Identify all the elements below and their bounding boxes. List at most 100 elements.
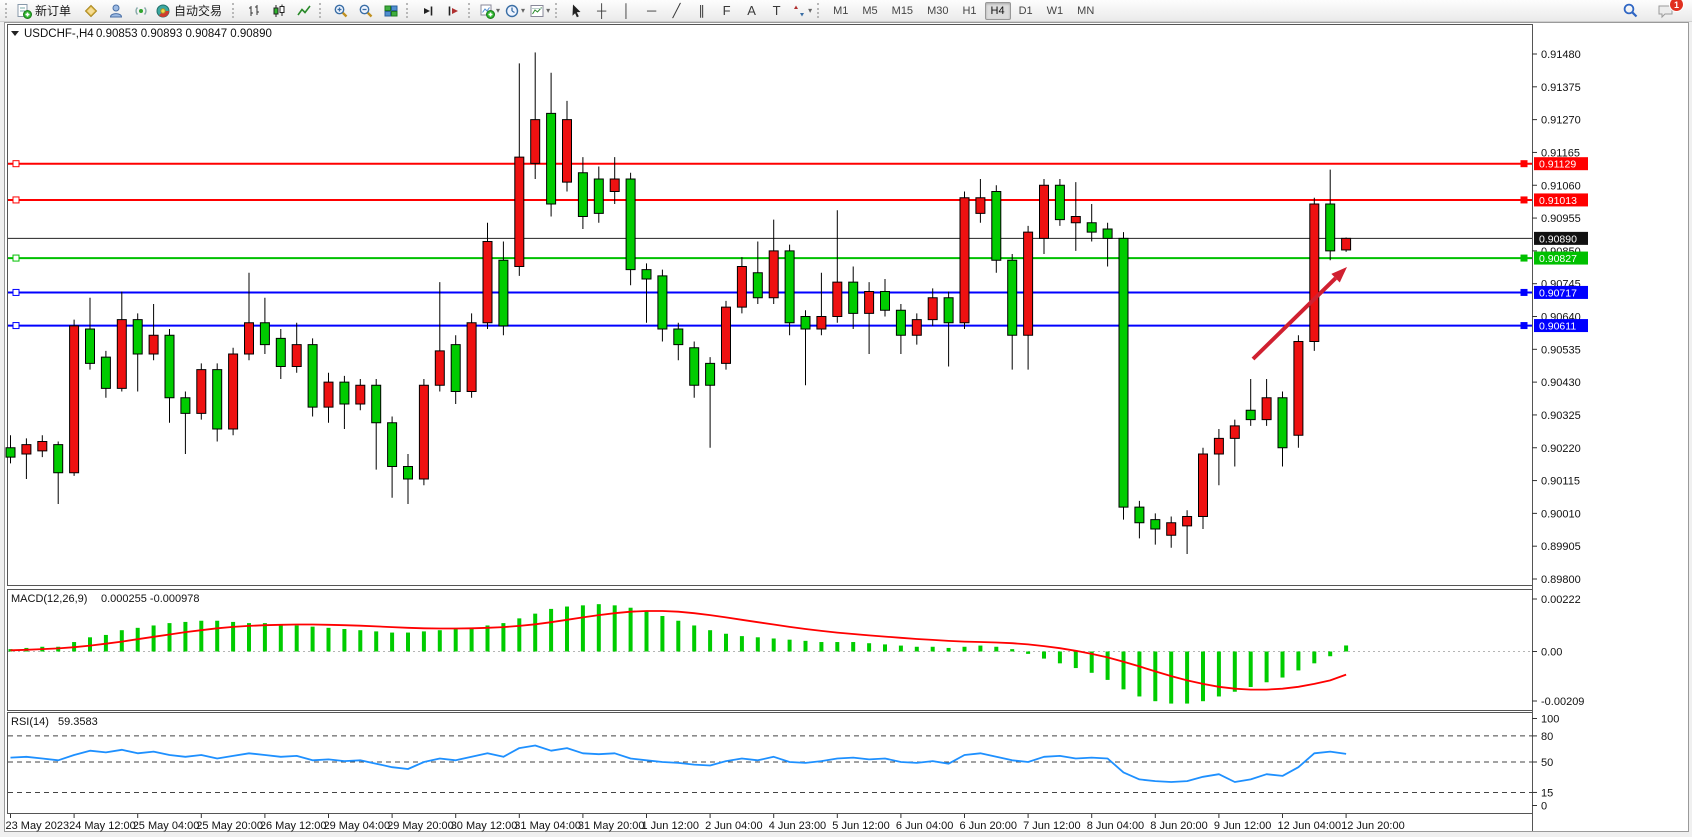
macd-histogram-bar (1089, 651, 1094, 673)
tile-windows-button[interactable] (378, 1, 403, 20)
line-price-tag-label: 0.90717 (1539, 287, 1577, 299)
toolbar-grip[interactable] (5, 3, 11, 18)
line-anchor-marker[interactable] (12, 196, 20, 204)
timeframe-m1-button[interactable]: M1 (833, 4, 849, 17)
time-tick-label: 2 Jun 04:00 (705, 820, 763, 832)
main-pane[interactable] (7, 24, 1533, 586)
auto-scroll-icon (420, 3, 436, 19)
new-order-button[interactable]: 新订单 (14, 1, 78, 20)
candle (1070, 216, 1081, 224)
gold-diamond-button[interactable] (78, 1, 103, 20)
candle (514, 156, 525, 267)
price-tick-label: 0.90115 (1541, 476, 1580, 488)
rsi-pane[interactable] (7, 712, 1533, 814)
candle (196, 369, 207, 414)
candle (1198, 453, 1208, 517)
candle (816, 316, 827, 330)
candle (657, 275, 668, 330)
line-anchor-marker[interactable] (12, 288, 20, 296)
signal-button[interactable] (128, 1, 153, 20)
candle (800, 316, 811, 330)
macd-histogram-bar (978, 645, 983, 652)
timeframe-m30-button[interactable]: M30 (927, 4, 949, 17)
candle (85, 328, 95, 364)
current-price-tag-label: 0.90890 (1539, 233, 1577, 245)
macd-histogram-bar (310, 626, 315, 652)
label-tool-icon: T (772, 3, 781, 18)
autotrade-button[interactable]: 自动交易 (153, 1, 229, 20)
line-anchor-marker[interactable] (12, 160, 20, 168)
chart-shift-button[interactable] (440, 1, 465, 20)
candle (721, 306, 731, 364)
profile-button[interactable] (103, 1, 128, 20)
toolbar-grip[interactable] (817, 3, 823, 18)
fibonacci-tool-icon: F (722, 3, 731, 18)
candle (959, 197, 970, 324)
macd-pane[interactable] (7, 589, 1533, 711)
macd-histogram-bar (1264, 651, 1269, 683)
line-chart-button[interactable] (291, 1, 316, 20)
zoom-out-button[interactable] (353, 1, 378, 20)
template-button[interactable]: ▾ (527, 1, 552, 20)
arrows-tool-button[interactable]: ▾ (789, 1, 814, 20)
candlestick-chart-button[interactable] (266, 1, 291, 20)
time-tick-label: 6 Jun 20:00 (960, 820, 1018, 832)
timeframe-d1-button[interactable]: D1 (1018, 4, 1033, 17)
rsi-axis-label: 0 (1541, 801, 1547, 813)
toolbar-grip[interactable] (232, 3, 238, 18)
timeframe-w1-button[interactable]: W1 (1046, 4, 1064, 17)
bar-chart-icon (246, 3, 262, 19)
trend-arrow-head[interactable] (1331, 267, 1347, 283)
text-tool-button[interactable]: A (739, 1, 764, 20)
line-anchor-marker[interactable] (12, 254, 20, 262)
vertical-line-tool-button[interactable]: │ (614, 1, 639, 20)
timeframe-h4-button[interactable]: H4 (984, 1, 1011, 20)
macd-histogram-bar (1057, 651, 1062, 664)
period-button[interactable]: ▾ (502, 1, 527, 20)
toolbar-grip[interactable] (406, 3, 412, 18)
price-tick-label: 0.90010 (1541, 508, 1581, 520)
timeframe-mn-button[interactable]: MN (1077, 4, 1095, 17)
line-chart-icon (296, 3, 312, 19)
horizontal-line-tool-button[interactable]: ─ (639, 1, 664, 20)
zoom-out-icon (358, 3, 374, 19)
drawing-tools-group: ┼ │ ─ ╱ ∥ F A T ▾ (564, 0, 814, 21)
zoom-in-button[interactable] (328, 1, 353, 20)
macd-label: MACD(12,26,9) (11, 593, 87, 605)
timeframe-m5-button[interactable]: M5 (862, 4, 878, 17)
rsi-axis-label: 15 (1541, 787, 1553, 799)
bar-chart-button[interactable] (241, 1, 266, 20)
main-toolbar: 新订单 自动交易 (0, 0, 1692, 22)
chat-button[interactable]: 1 (1653, 0, 1684, 20)
fibonacci-tool-button[interactable]: F (714, 1, 739, 20)
trend-arrow[interactable] (1251, 276, 1337, 361)
add-indicator-button[interactable]: ▾ (477, 1, 502, 20)
line-price-tag-label: 0.91129 (1539, 159, 1576, 171)
crosshair-tool-button[interactable]: ┼ (589, 1, 614, 20)
toolbar-grip[interactable] (555, 3, 561, 18)
line-anchor-marker[interactable] (12, 322, 20, 330)
timeframe-m15-button[interactable]: M15 (891, 4, 914, 17)
macd-histogram-bar (565, 606, 569, 652)
macd-signal-line (10, 610, 1347, 691)
toolbar-grip[interactable] (468, 3, 474, 18)
candle (1182, 516, 1193, 527)
macd-histogram-bar (1328, 651, 1333, 657)
trendline-tool-button[interactable]: ╱ (664, 1, 689, 20)
auto-scroll-button[interactable] (415, 1, 440, 20)
timeframe-h1-button[interactable]: H1 (962, 4, 977, 17)
candle (387, 422, 398, 467)
candle (609, 178, 620, 192)
candle (307, 344, 318, 408)
cursor-tool-button[interactable] (564, 1, 589, 20)
toolbar-grip[interactable] (319, 3, 325, 18)
label-tool-button[interactable]: T (764, 1, 789, 20)
search-button[interactable] (1618, 1, 1643, 20)
chart-symbol-dropdown-icon[interactable] (11, 31, 19, 36)
candle (1039, 184, 1049, 239)
macd-histogram-bar (1010, 649, 1015, 652)
channel-tool-button[interactable]: ∥ (689, 1, 714, 20)
macd-histogram-bar (1042, 651, 1046, 659)
time-tick-label: 26 May 12:00 (260, 820, 327, 832)
